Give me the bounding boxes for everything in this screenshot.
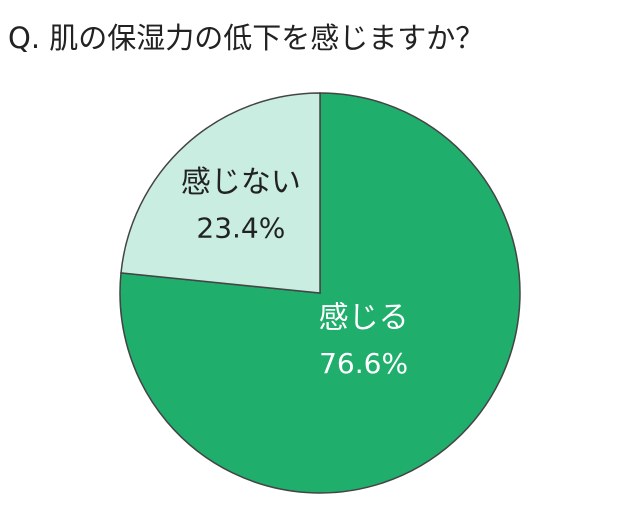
slice-value-label: 23.4% [196, 211, 285, 244]
chart-title: Q. 肌の保湿力の低下を感じますか？ [8, 21, 484, 55]
slice-value-label: 76.6% [319, 347, 408, 380]
slice-category-label: 感じない [181, 165, 301, 200]
pie-slice [120, 92, 321, 294]
slice-category-label: 感じる [319, 301, 409, 336]
